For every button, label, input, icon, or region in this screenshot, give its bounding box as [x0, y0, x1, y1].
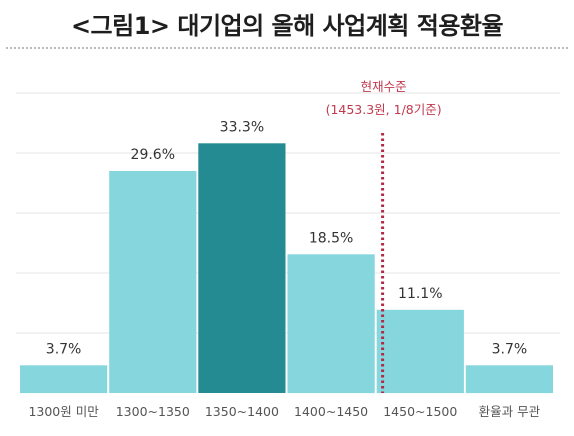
x-tick-label: 1300~1350: [116, 404, 190, 419]
data-label: 3.7%: [46, 341, 82, 357]
data-labels: 3.7% 29.6% 33.3% 18.5% 11.1% 3.7%: [46, 119, 527, 357]
bar: [465, 365, 553, 394]
bar: [376, 309, 464, 394]
bar: [109, 171, 197, 393]
bar: [20, 365, 108, 394]
data-label: 33.3%: [220, 119, 264, 135]
bar: [198, 143, 286, 393]
reference-marker: 현재수준 (1453.3원, 1/8기준): [326, 79, 442, 393]
data-label: 11.1%: [398, 286, 442, 302]
data-label: 18.5%: [309, 230, 353, 246]
x-tick-label: 1300원 미만: [28, 404, 99, 419]
reference-sublabel: (1453.3원, 1/8기준): [326, 102, 442, 117]
x-tick-label: 1350~1400: [205, 404, 279, 419]
chart-title: <그림1> 대기업의 올해 사업계획 적용환율: [70, 12, 504, 40]
bars: [20, 143, 553, 394]
data-label: 29.6%: [131, 147, 175, 163]
x-tick-label: 1400~1450: [294, 404, 368, 419]
x-tick-label: 환율과 무관: [479, 404, 541, 419]
bar: [287, 254, 375, 394]
data-label: 3.7%: [492, 341, 528, 357]
reference-label: 현재수준: [361, 79, 407, 94]
title-divider: [6, 47, 568, 49]
x-tick-label: 1450~1500: [383, 404, 457, 419]
x-tick-labels: 1300원 미만 1300~1350 1350~1400 1400~1450 1450~…: [28, 404, 540, 419]
